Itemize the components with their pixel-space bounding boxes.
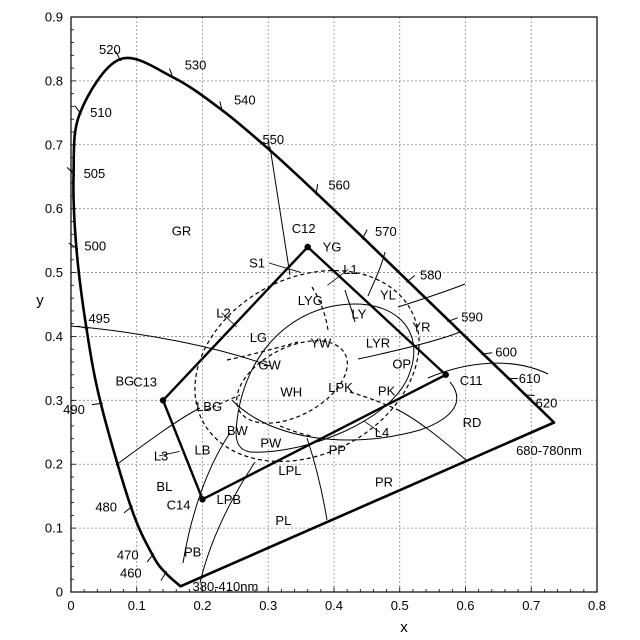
- y-tick-label: 0.8: [45, 73, 63, 88]
- corner-label: C12: [292, 221, 316, 236]
- wavelength-label: 505: [84, 166, 106, 181]
- corner-label: C14: [167, 497, 191, 512]
- region-label: RD: [463, 415, 482, 430]
- region-label: LYG: [298, 293, 323, 308]
- line-label: L3: [154, 448, 168, 463]
- line-label: S1: [249, 255, 265, 270]
- region-label: WH: [280, 385, 302, 400]
- y-tick-label: 0.9: [45, 10, 63, 25]
- corner-label: C13: [133, 374, 157, 389]
- boundary-pr-rd: [398, 410, 466, 460]
- wavelength-label: 610: [519, 371, 541, 386]
- wavelength-label: 520: [99, 42, 121, 57]
- wavelength-label: 540: [234, 93, 256, 108]
- gamut-outline: [163, 247, 446, 499]
- boundary-gr-bg: [71, 326, 270, 366]
- region-label: LPL: [278, 463, 301, 478]
- wavelength-label: 580: [420, 268, 442, 283]
- x-tick-label: 0.1: [128, 598, 146, 613]
- region-label: BW: [227, 423, 249, 438]
- region-label: PB: [184, 544, 201, 559]
- x-tick-label: 0: [67, 598, 74, 613]
- wavelength-label: 570: [375, 224, 397, 239]
- wavelength-label: 380-410nm: [193, 579, 259, 594]
- corner-point: [443, 372, 449, 378]
- region-label: LPB: [217, 492, 242, 507]
- region-label: YG: [323, 240, 342, 255]
- region-label: LY: [352, 307, 367, 322]
- corner-point: [199, 496, 205, 502]
- region-label: YL: [380, 287, 396, 302]
- boundary-pl-pr: [307, 438, 327, 520]
- wavelength-label: 480: [95, 500, 117, 515]
- region-label: PP: [329, 443, 346, 458]
- wavelength-label: 460: [120, 566, 142, 581]
- region-label: PK: [378, 383, 396, 398]
- x-tick-label: 0.6: [456, 598, 474, 613]
- wavelength-label: 510: [90, 105, 112, 120]
- wavelength-label: 560: [328, 178, 350, 193]
- region-label: YR: [412, 319, 430, 334]
- region-label: PL: [275, 513, 291, 528]
- wavelength-label: 470: [117, 548, 139, 563]
- line-label: L1: [343, 262, 357, 277]
- y-tick-label: 0.1: [45, 521, 63, 536]
- wavelength-label: 600: [495, 345, 517, 360]
- y-tick-label: 0.6: [45, 201, 63, 216]
- region-label: PR: [375, 475, 393, 490]
- y-tick-label: 0.7: [45, 137, 63, 152]
- labels: 0 0.1 0.2 0.3 0.4 0.5 0.6 0.7 0.8 0 0.1 0.2 0.3 0.4 0.…: [36, 10, 606, 637]
- grid: [71, 17, 597, 592]
- wavelength-label: 680-780nm: [516, 443, 582, 458]
- x-tick-label: 0.2: [193, 598, 211, 613]
- region-label: YW: [310, 335, 332, 350]
- wavelength-label: 500: [84, 239, 106, 254]
- region-label: LPK: [328, 380, 353, 395]
- wavelength-label: 495: [88, 311, 110, 326]
- corner-point: [160, 397, 166, 403]
- region-label: BL: [156, 479, 172, 494]
- gamut-quadrilateral: [163, 247, 446, 499]
- region-label: LB: [195, 443, 211, 458]
- wavelength-tick: [406, 275, 414, 282]
- region-label: PW: [260, 436, 282, 451]
- x-tick-label: 0.8: [588, 598, 606, 613]
- y-tick-label: 0.4: [45, 329, 63, 344]
- wavelength-tick: [524, 395, 535, 396]
- region-label: GR: [172, 224, 192, 239]
- x-tick-label: 0.7: [522, 598, 540, 613]
- wavelength-label: 490: [63, 402, 85, 417]
- y-tick-label: 0.3: [45, 393, 63, 408]
- corner-label: C11: [460, 373, 483, 388]
- y-tick-label: 0: [56, 585, 63, 600]
- x-axis-title: x: [400, 619, 408, 636]
- y-tick-label: 0.2: [45, 457, 63, 472]
- corner-point: [305, 244, 311, 250]
- region-label: LYR: [366, 335, 390, 350]
- x-tick-label: 0.3: [259, 598, 277, 613]
- wavelength-label: 530: [185, 58, 207, 73]
- wavelength-label: 590: [461, 309, 483, 324]
- region-label: OP: [392, 356, 411, 371]
- line-label: L2: [216, 305, 230, 320]
- y-axis-title: y: [36, 292, 44, 309]
- x-tick-label: 0.4: [325, 598, 343, 613]
- x-tick-label: 0.5: [391, 598, 409, 613]
- region-label: LBG: [196, 399, 222, 414]
- region-label: GW: [258, 358, 281, 373]
- wavelength-label: 620: [536, 396, 558, 411]
- region-boundaries: [71, 147, 548, 583]
- wavelength-label: 550: [262, 132, 284, 147]
- region-label: BG: [116, 374, 135, 389]
- region-label: LG: [250, 330, 267, 345]
- line-label: L4: [375, 425, 389, 440]
- y-tick-label: 0.5: [45, 265, 63, 280]
